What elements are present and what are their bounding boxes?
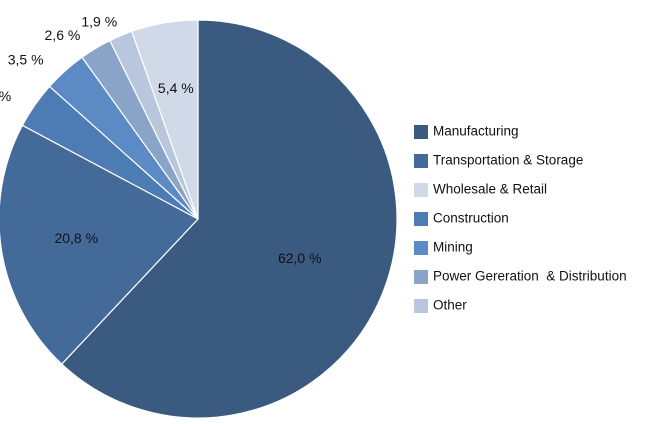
legend-item-power-gereration-distribution: Power Gereration & Distribution	[414, 269, 627, 284]
pie-slice-labels: 62,0 % 20,8 % 3,8 % 3,5 %2,6 %1,9 % 5,4 %	[0, 13, 322, 266]
legend-swatch-construction	[414, 212, 428, 226]
legend-label-transportation-storage: Transportation & Storage	[433, 153, 583, 168]
legend-item-wholesale-retail: Wholesale & Retail	[414, 182, 547, 197]
legend-item-other: Other	[414, 298, 467, 313]
legend-label-mining: Mining	[433, 240, 473, 255]
legend-label-manufacturing: Manufacturing	[433, 124, 519, 139]
pie-slice-wholesale-retail	[131, 19, 199, 220]
slice-label-other: 1,9 %	[81, 13, 117, 29]
legend-swatch-transportation-storage	[414, 154, 428, 168]
legend: Manufacturing Transportation & Storage Who…	[414, 124, 627, 313]
legend-label-wholesale-retail: Wholesale & Retail	[433, 182, 547, 197]
slice-label-wholesale-retail: 5,4 %	[158, 80, 194, 96]
legend-label-power-gereration-distribution: Power Gereration & Distribution	[433, 269, 627, 284]
legend-label-other: Other	[433, 298, 467, 313]
legend-swatch-mining	[414, 241, 428, 255]
legend-label-construction: Construction	[433, 211, 509, 226]
legend-swatch-power-gereration-distribution	[414, 270, 428, 284]
pie-slice-transportation-storage	[0, 124, 199, 365]
pie-slices	[0, 19, 398, 419]
legend-swatch-other	[414, 299, 428, 313]
legend-item-manufacturing: Manufacturing	[414, 124, 519, 139]
legend-swatch-wholesale-retail	[414, 183, 428, 197]
legend-swatch-manufacturing	[414, 125, 428, 139]
slice-label-manufacturing: 62,0 %	[278, 250, 322, 266]
legend-item-mining: Mining	[414, 240, 473, 255]
legend-item-transportation-storage: Transportation & Storage	[414, 153, 583, 168]
pie-slice-manufacturing	[60, 19, 398, 419]
slice-label-construction: 3,8 %	[0, 88, 11, 104]
slice-label-power-gereration-distribution: 2,6 %	[45, 27, 81, 43]
slice-label-transportation-storage: 20,8 %	[54, 230, 98, 246]
slice-label-mining: 3,5 %	[8, 51, 44, 67]
legend-item-construction: Construction	[414, 211, 509, 226]
